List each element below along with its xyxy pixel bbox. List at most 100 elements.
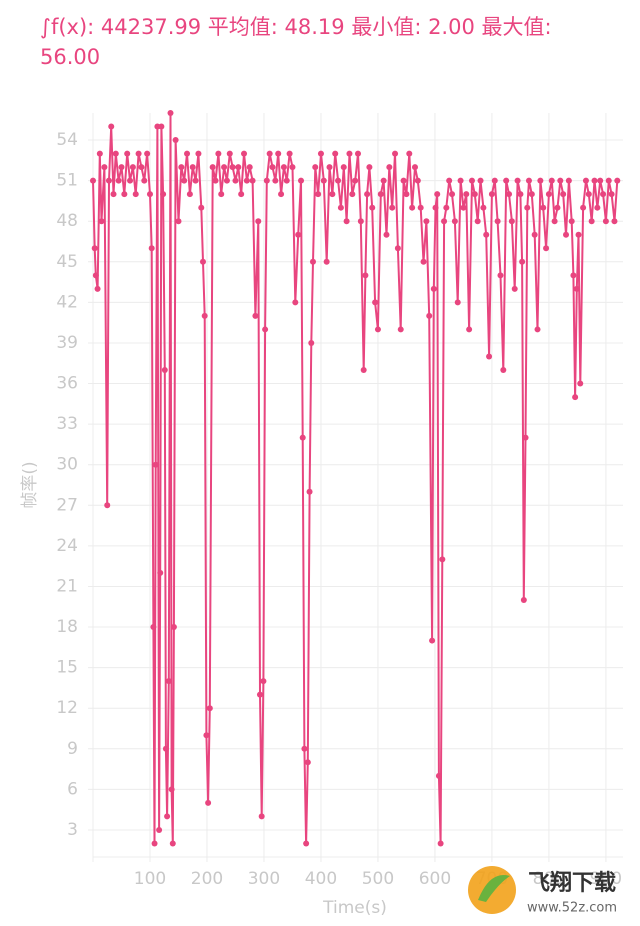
data-point: [329, 191, 336, 198]
data-point: [92, 272, 99, 279]
data-point: [386, 164, 393, 171]
data-point: [548, 177, 555, 184]
data-point: [503, 177, 510, 184]
data-point: [411, 164, 418, 171]
data-point: [614, 177, 621, 184]
data-point: [611, 218, 618, 225]
x-tick-label: 500: [362, 869, 394, 889]
data-point: [537, 177, 544, 184]
data-point: [169, 840, 176, 847]
data-point: [241, 150, 248, 157]
data-point: [205, 799, 212, 806]
y-tick-label: 51: [56, 171, 78, 191]
data-point: [209, 164, 216, 171]
data-point: [525, 177, 532, 184]
data-point: [178, 164, 185, 171]
data-point: [90, 177, 96, 184]
data-point: [568, 218, 575, 225]
data-point: [184, 150, 191, 157]
data-point: [394, 245, 401, 252]
data-point: [352, 177, 359, 184]
data-point: [256, 691, 263, 698]
data-point: [203, 732, 210, 739]
data-point: [429, 637, 436, 644]
data-point: [608, 191, 615, 198]
data-point: [249, 177, 256, 184]
data-point: [582, 177, 589, 184]
data-point: [132, 191, 139, 198]
data-point: [392, 150, 399, 157]
y-tick-label: 3: [67, 820, 78, 840]
data-point: [466, 326, 473, 333]
data-point: [151, 840, 158, 847]
data-point: [337, 204, 344, 211]
data-point: [540, 204, 547, 211]
data-point: [101, 164, 108, 171]
x-tick-label: 100: [134, 869, 166, 889]
data-point: [414, 177, 421, 184]
data-point: [199, 258, 206, 265]
y-tick-label: 9: [67, 739, 78, 759]
data-point: [435, 772, 442, 779]
data-point: [124, 150, 131, 157]
data-point: [246, 164, 253, 171]
data-point: [497, 272, 504, 279]
data-point: [588, 218, 595, 225]
data-point: [164, 813, 171, 820]
data-point: [477, 177, 484, 184]
data-point: [262, 326, 269, 333]
data-point: [206, 705, 213, 712]
data-point: [218, 191, 225, 198]
data-point: [511, 285, 518, 292]
data-point: [229, 164, 236, 171]
y-tick-label: 12: [56, 698, 78, 718]
data-point: [312, 164, 319, 171]
data-point: [192, 177, 199, 184]
data-point: [430, 285, 437, 292]
data-point: [519, 258, 526, 265]
data-point: [451, 218, 458, 225]
data-point: [355, 150, 361, 157]
data-point: [96, 150, 103, 157]
data-point: [255, 218, 262, 225]
watermark-brand: 飞翔下载: [528, 870, 616, 896]
data-point: [323, 258, 330, 265]
data-point: [434, 191, 441, 198]
data-point: [272, 177, 279, 184]
data-point: [426, 312, 433, 319]
data-point: [500, 367, 507, 374]
data-point: [374, 326, 381, 333]
data-point: [446, 177, 453, 184]
data-point: [474, 218, 481, 225]
watermark-leaf: [478, 875, 510, 902]
data-point: [522, 434, 529, 441]
data-point: [167, 110, 174, 116]
data-point: [570, 272, 577, 279]
data-point: [488, 191, 495, 198]
data-point: [565, 177, 572, 184]
data-point: [165, 678, 172, 685]
data-point: [104, 502, 111, 509]
data-point: [580, 204, 587, 211]
data-point: [135, 150, 142, 157]
watermark: 飞翔下载 www.52z.com: [468, 866, 617, 916]
data-point: [212, 177, 219, 184]
data-point: [283, 177, 290, 184]
data-point: [94, 285, 101, 292]
data-point: [508, 218, 515, 225]
data-point: [362, 272, 369, 279]
data-point: [577, 380, 584, 387]
data-point: [600, 191, 607, 198]
data-point: [235, 164, 242, 171]
x-tick-label: 200: [191, 869, 223, 889]
data-point: [380, 177, 387, 184]
data-point: [534, 326, 541, 333]
data-point: [551, 218, 558, 225]
data-point: [403, 191, 410, 198]
data-point: [189, 164, 196, 171]
data-point: [366, 164, 373, 171]
data-point: [486, 353, 493, 360]
y-tick-label: 18: [56, 617, 78, 637]
data-point: [127, 177, 134, 184]
data-point: [292, 299, 299, 306]
